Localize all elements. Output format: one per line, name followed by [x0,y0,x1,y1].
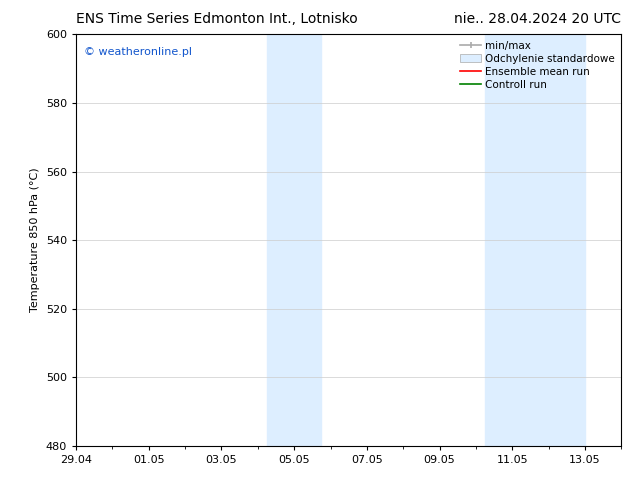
Text: ENS Time Series Edmonton Int., Lotnisko: ENS Time Series Edmonton Int., Lotnisko [76,12,358,26]
Bar [267,34,321,446]
Text: © weatheronline.pl: © weatheronline.pl [84,47,192,57]
Text: nie.. 28.04.2024 20 UTC: nie.. 28.04.2024 20 UTC [455,12,621,26]
Legend: min/max, Odchylenie standardowe, Ensemble mean run, Controll run: min/max, Odchylenie standardowe, Ensembl… [456,36,619,94]
Bar [485,34,585,446]
Y-axis label: Temperature 850 hPa (°C): Temperature 850 hPa (°C) [30,168,40,313]
